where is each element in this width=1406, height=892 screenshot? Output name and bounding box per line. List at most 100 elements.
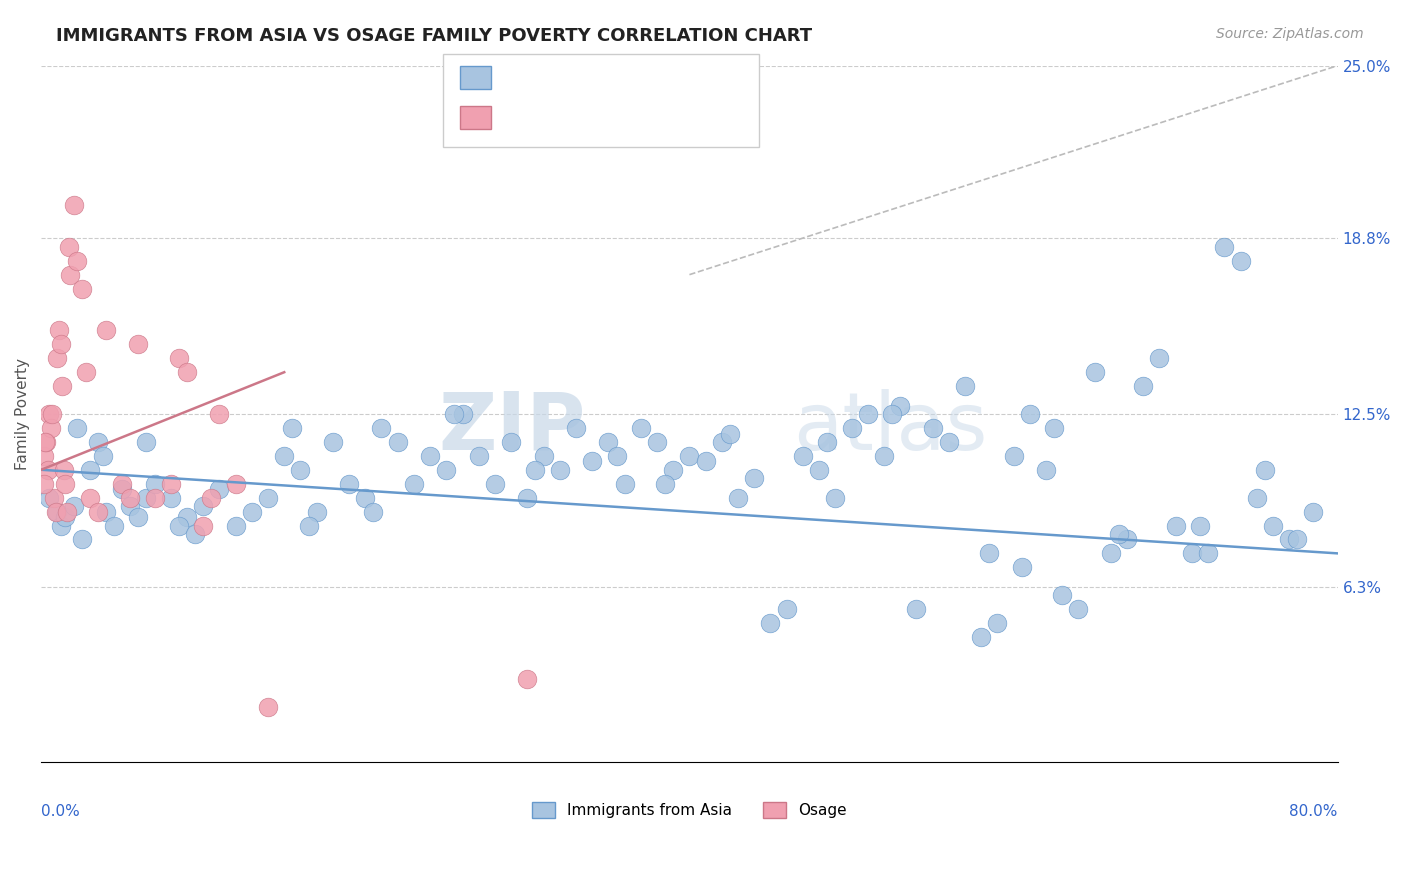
Point — [434, 463, 457, 477]
Point — [55, 476, 77, 491]
Point — [1302, 505, 1324, 519]
Point — [167, 518, 190, 533]
Point — [605, 449, 627, 463]
Point — [1116, 533, 1139, 547]
Point — [1011, 560, 1033, 574]
Point — [742, 471, 765, 485]
Point — [41, 407, 63, 421]
Point — [467, 449, 489, 463]
Point — [225, 476, 247, 491]
Point — [718, 426, 741, 441]
Point — [363, 505, 385, 519]
Point — [281, 421, 304, 435]
Point — [1149, 351, 1171, 366]
Point — [120, 499, 142, 513]
Text: N =: N = — [600, 69, 637, 87]
Point — [143, 491, 166, 505]
Point — [46, 505, 69, 519]
Point — [402, 476, 425, 491]
Text: ZIP: ZIP — [439, 389, 586, 467]
Point — [87, 434, 110, 449]
Point — [370, 421, 392, 435]
Point — [37, 463, 59, 477]
Legend: Immigrants from Asia, Osage: Immigrants from Asia, Osage — [526, 797, 853, 824]
Point — [921, 421, 943, 435]
Point — [52, 463, 75, 477]
Point — [873, 449, 896, 463]
Point — [792, 449, 814, 463]
Point — [127, 510, 149, 524]
Point — [1108, 527, 1130, 541]
Point — [305, 505, 328, 519]
Point — [630, 421, 652, 435]
Text: 39: 39 — [633, 109, 657, 127]
Point — [135, 491, 157, 505]
Point — [986, 616, 1008, 631]
Point — [193, 499, 215, 513]
Point — [598, 434, 620, 449]
Point — [45, 505, 67, 519]
Point — [127, 337, 149, 351]
Point — [87, 505, 110, 519]
Point — [94, 505, 117, 519]
Text: 103: 103 — [633, 69, 668, 87]
Point — [59, 268, 82, 282]
Point — [208, 407, 231, 421]
Text: N =: N = — [600, 109, 637, 127]
Point — [184, 527, 207, 541]
Point — [176, 365, 198, 379]
Point — [1018, 407, 1040, 421]
Text: 0.233: 0.233 — [531, 109, 585, 127]
Point — [387, 434, 409, 449]
Point — [1229, 253, 1251, 268]
Point — [32, 476, 55, 491]
Point — [1197, 546, 1219, 560]
Point — [1213, 240, 1236, 254]
Point — [1035, 463, 1057, 477]
Point — [1188, 518, 1211, 533]
Point — [111, 476, 134, 491]
Point — [654, 476, 676, 491]
Point — [1043, 421, 1066, 435]
Point — [1002, 449, 1025, 463]
Text: Source: ZipAtlas.com: Source: ZipAtlas.com — [1216, 27, 1364, 41]
Point — [524, 463, 547, 477]
Point — [34, 434, 56, 449]
Point — [533, 449, 555, 463]
Point — [645, 434, 668, 449]
Point — [49, 337, 72, 351]
Point — [208, 483, 231, 497]
Point — [824, 491, 846, 505]
Point — [1286, 533, 1309, 547]
Point — [581, 454, 603, 468]
Point — [38, 407, 60, 421]
Point — [70, 282, 93, 296]
Point — [66, 253, 89, 268]
Point — [889, 399, 911, 413]
Point — [42, 491, 65, 505]
Text: 0.0%: 0.0% — [41, 805, 80, 819]
Text: atlas: atlas — [793, 389, 987, 467]
Point — [1050, 588, 1073, 602]
Y-axis label: Family Poverty: Family Poverty — [15, 358, 30, 470]
Text: IMMIGRANTS FROM ASIA VS OSAGE FAMILY POVERTY CORRELATION CHART: IMMIGRANTS FROM ASIA VS OSAGE FAMILY POV… — [56, 27, 813, 45]
Point — [91, 449, 114, 463]
Point — [49, 518, 72, 533]
Point — [120, 491, 142, 505]
Point — [257, 491, 280, 505]
Point — [841, 421, 863, 435]
Point — [38, 491, 60, 505]
Point — [354, 491, 377, 505]
Point — [938, 434, 960, 449]
Point — [143, 476, 166, 491]
Point — [79, 491, 101, 505]
Point — [103, 518, 125, 533]
Text: R =: R = — [499, 109, 536, 127]
Point — [1181, 546, 1204, 560]
Point — [193, 518, 215, 533]
Point — [953, 379, 976, 393]
Text: R =: R = — [499, 69, 536, 87]
Point — [484, 476, 506, 491]
Point — [159, 476, 181, 491]
Point — [58, 240, 80, 254]
